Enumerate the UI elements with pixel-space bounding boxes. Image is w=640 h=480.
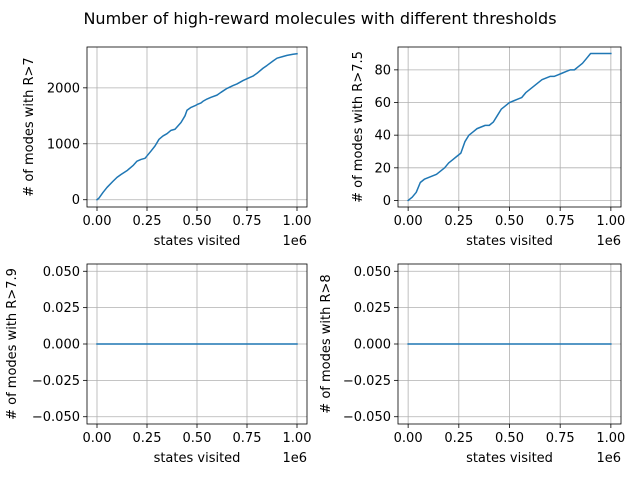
subplot-3: 0.00 0.25 0.50 0.75 1.00 −0.050 −0.025 0.000 0.0… xyxy=(5,263,312,466)
y-tick-label: 0 xyxy=(383,194,391,209)
y-tick-label: −0.050 xyxy=(32,410,80,425)
x-axis-label: states visited xyxy=(154,234,241,249)
y-tick-label: 0.025 xyxy=(43,301,80,316)
x-offset-label: 1e6 xyxy=(596,234,621,249)
x-axis-label: states visited xyxy=(154,451,241,466)
x-tick-label: 0.25 xyxy=(444,214,473,229)
y-tick-label: 2000 xyxy=(47,81,80,96)
y-tick-label: −0.050 xyxy=(343,410,391,425)
series-line xyxy=(407,52,612,202)
x-tick-label: 0.50 xyxy=(495,431,524,446)
y-tick-label: 1000 xyxy=(47,137,80,152)
y-axis-label: # of modes with R>7 xyxy=(22,57,37,196)
x-offset-label: 1e6 xyxy=(596,451,621,466)
y-tick-label: 80 xyxy=(374,63,391,78)
x-tick-label: 0.75 xyxy=(233,431,262,446)
x-tick-label: 0.25 xyxy=(133,431,162,446)
x-axis-label: states visited xyxy=(466,451,553,466)
x-tick-label: 0.50 xyxy=(495,214,524,229)
y-tick-label: 0.000 xyxy=(354,338,391,353)
y-tick-label: −0.025 xyxy=(32,374,80,389)
y-tick-label: 20 xyxy=(374,161,391,176)
x-tick-label: 0.00 xyxy=(394,214,423,229)
y-tick-label: 0.000 xyxy=(43,338,80,353)
subplot-1: 0.00 0.25 0.50 0.75 1.00 0 1000 2000 states visi… xyxy=(22,46,312,249)
x-tick-label: 0.00 xyxy=(83,214,112,229)
x-tick-label: 1.00 xyxy=(283,431,312,446)
x-tick-label: 0.75 xyxy=(233,214,262,229)
y-tick-label: 0.050 xyxy=(354,265,391,280)
x-tick-label: 0.50 xyxy=(183,214,212,229)
x-axis-label: states visited xyxy=(466,234,553,249)
x-tick-label: 1.00 xyxy=(283,214,312,229)
y-axis-label: # of modes with R>8 xyxy=(319,274,334,413)
x-tick-label: 1.00 xyxy=(596,214,625,229)
series-line xyxy=(95,52,298,201)
x-tick-label: 0.75 xyxy=(546,214,575,229)
x-tick-label: 1.00 xyxy=(596,431,625,446)
x-tick-label: 0.00 xyxy=(83,431,112,446)
y-tick-label: 60 xyxy=(374,96,391,111)
y-tick-label: −0.025 xyxy=(343,374,391,389)
y-axis-label: # of modes with R>7.9 xyxy=(5,268,20,420)
y-tick-label: 0 xyxy=(72,193,80,208)
y-tick-label: 40 xyxy=(374,129,391,144)
y-axis-label: # of modes with R>7.5 xyxy=(351,51,366,203)
y-tick-label: 0.025 xyxy=(354,301,391,316)
x-tick-label: 0.25 xyxy=(133,214,162,229)
subplot-4: 0.00 0.25 0.50 0.75 1.00 −0.050 −0.025 0.000 0.0… xyxy=(319,263,625,466)
x-tick-label: 0.00 xyxy=(394,431,423,446)
y-tick-label: 0.050 xyxy=(43,265,80,280)
x-offset-label: 1e6 xyxy=(282,451,307,466)
x-tick-label: 0.75 xyxy=(546,431,575,446)
subplot-2: 0.00 0.25 0.50 0.75 1.00 0 20 40 60 80 states visi… xyxy=(351,46,625,249)
x-tick-label: 0.50 xyxy=(183,431,212,446)
x-offset-label: 1e6 xyxy=(282,234,307,249)
figure-title: Number of high-reward molecules with dif… xyxy=(83,9,556,28)
x-tick-label: 0.25 xyxy=(444,431,473,446)
